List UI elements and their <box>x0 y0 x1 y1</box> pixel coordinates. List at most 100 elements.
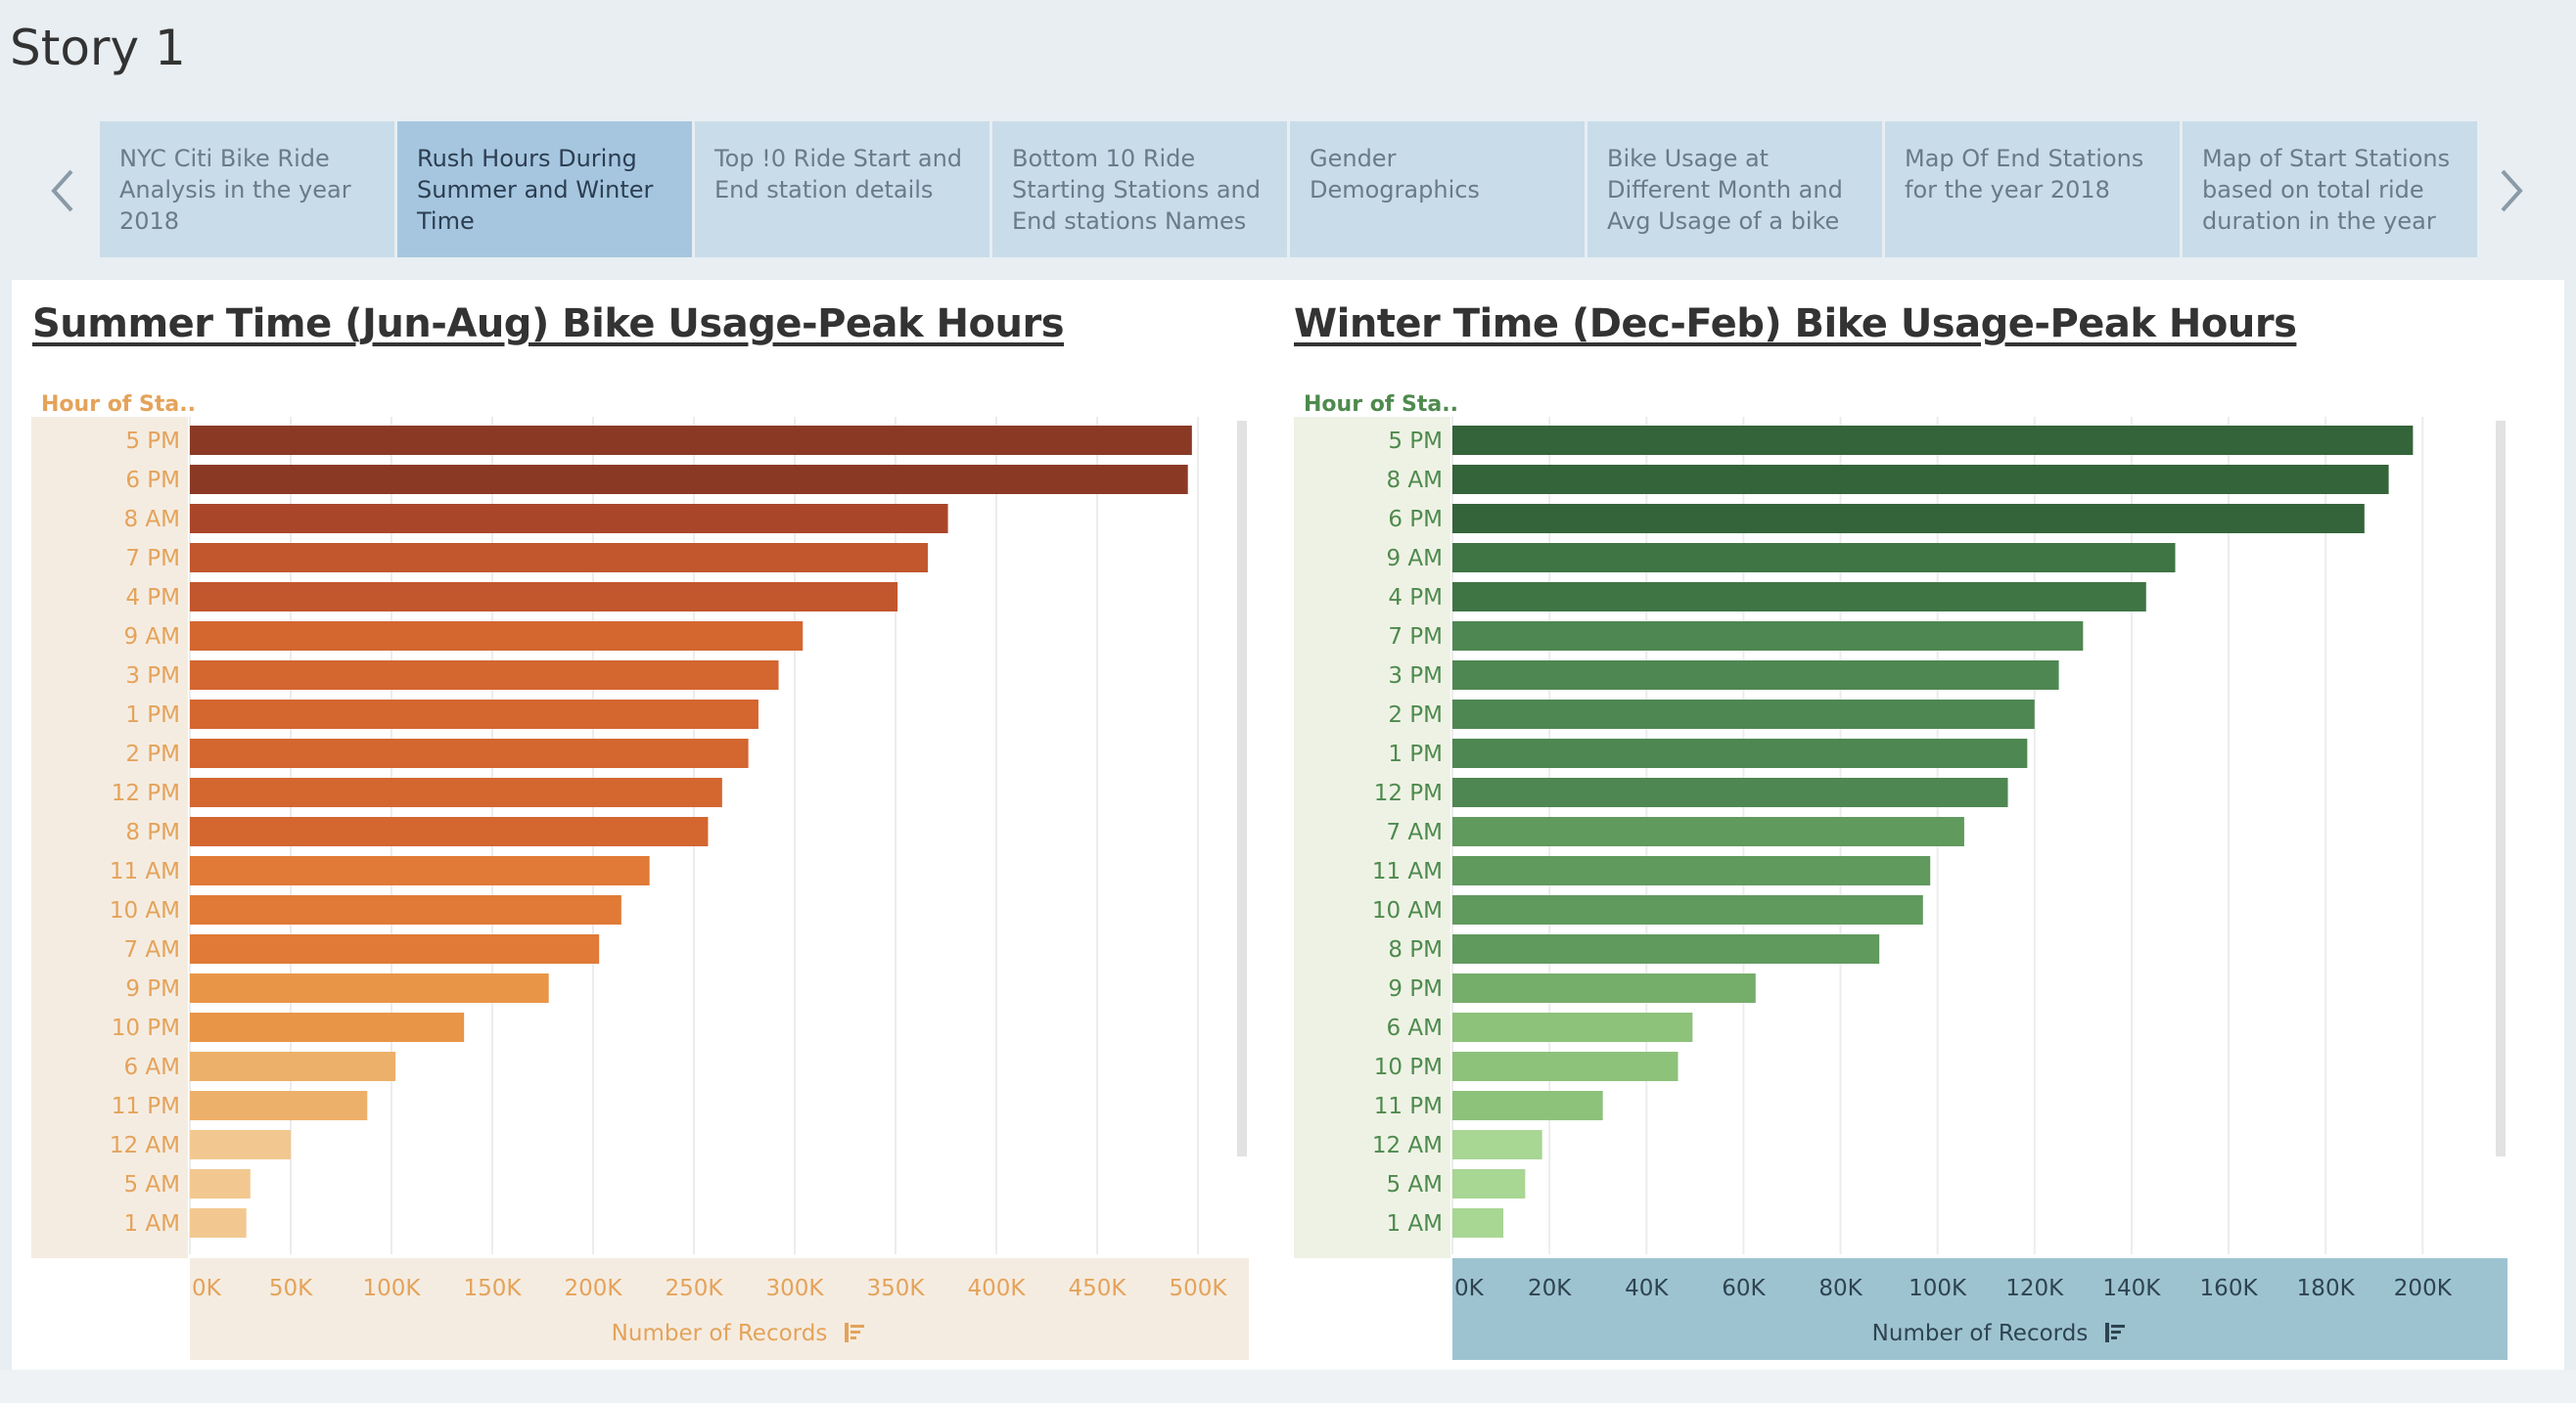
x-tick-label: 160K <box>2200 1276 2259 1301</box>
x-tick-label: 100K <box>1909 1276 1967 1301</box>
scrollbar-track <box>2496 421 2506 1156</box>
x-tick-label: 140K <box>2102 1276 2161 1301</box>
chevron-left-icon[interactable] <box>44 161 83 220</box>
category-label: 10 AM <box>110 898 180 924</box>
story-tab-rush-hours[interactable]: Rush Hours During Summer and Winter Time <box>397 121 692 257</box>
x-tick-label: 80K <box>1818 1276 1863 1301</box>
category-label: 12 PM <box>1374 781 1443 806</box>
bar <box>1452 426 2414 455</box>
category-label: 1 PM <box>1388 742 1443 767</box>
category-label: 4 PM <box>125 585 180 611</box>
category-label: 5 PM <box>125 429 180 454</box>
sort-icon-line <box>851 1336 856 1339</box>
category-label: 8 PM <box>125 820 180 845</box>
x-tick-label: 50K <box>269 1276 313 1301</box>
story-tab-end-stations-map[interactable]: Map Of End Stations for the year 2018 <box>1885 121 2180 257</box>
summer-bar-chart: Hour of Sta.. 5 PM 6 PM 8 AM 7 PM 4 PM 9 AM 3 P… <box>31 392 1249 1360</box>
category-label: 7 PM <box>1388 624 1443 650</box>
bar <box>1452 1013 1693 1042</box>
bar <box>190 1208 247 1238</box>
category-label: 9 AM <box>1386 546 1443 571</box>
category-label: 3 PM <box>125 663 180 689</box>
category-label: 6 PM <box>125 468 180 493</box>
category-label: 9 AM <box>123 624 180 650</box>
sort-icon <box>2105 1323 2125 1342</box>
story-tab-ride-analysis[interactable]: NYC Citi Bike Ride Analysis in the year … <box>100 121 394 257</box>
tab-label: Map Of End Stations for the year 2018 <box>1905 145 2144 204</box>
x-tick-label: 500K <box>1170 1276 1228 1301</box>
category-label: 7 AM <box>123 937 180 963</box>
category-label: 11 PM <box>1374 1094 1443 1119</box>
category-label: 4 PM <box>1388 585 1443 611</box>
chevron-right-icon[interactable] <box>2491 161 2530 220</box>
x-tick-label: 450K <box>1069 1276 1127 1301</box>
bar <box>190 582 898 611</box>
category-label: 12 PM <box>112 781 180 806</box>
bar <box>190 934 600 964</box>
bar <box>190 895 621 925</box>
category-label: 5 AM <box>1386 1172 1443 1198</box>
bar <box>190 1169 251 1199</box>
tab-label: NYC Citi Bike Ride Analysis in the year … <box>119 145 351 235</box>
bar <box>190 700 759 729</box>
category-label: 9 PM <box>1388 976 1443 1002</box>
story-tab-bottom-10-stations[interactable]: Bottom 10 Ride Starting Stations and End… <box>992 121 1287 257</box>
category-label: 8 AM <box>1386 468 1443 493</box>
sort-icon-line <box>851 1331 860 1334</box>
category-label: 3 PM <box>1388 663 1443 689</box>
bar <box>190 504 948 533</box>
category-label: 10 AM <box>1372 898 1443 924</box>
tab-label: Rush Hours During Summer and Winter Time <box>417 145 654 235</box>
bar <box>1452 1130 1542 1159</box>
category-label: 6 AM <box>1386 1016 1443 1041</box>
category-label: 10 PM <box>1374 1055 1443 1080</box>
bar <box>1452 700 2035 729</box>
category-label: 7 PM <box>125 546 180 571</box>
x-tick-label: 300K <box>766 1276 825 1301</box>
bar <box>190 739 749 768</box>
x-tick-label: 20K <box>1528 1276 1572 1301</box>
tab-label: Bike Usage at Different Month and Avg Us… <box>1607 145 1843 235</box>
story-tab-gender[interactable]: Gender Demographics <box>1290 121 1585 257</box>
x-tick-label: 400K <box>968 1276 1027 1301</box>
bar <box>1452 739 2028 768</box>
category-label: 9 PM <box>125 976 180 1002</box>
x-tick-label: 350K <box>867 1276 926 1301</box>
bar <box>190 621 804 651</box>
category-label: 6 AM <box>123 1055 180 1080</box>
story-tabs: NYC Citi Bike Ride Analysis in the year … <box>100 121 2477 257</box>
category-label: 1 PM <box>125 702 180 728</box>
bar <box>1452 934 1880 964</box>
x-tick-label: 250K <box>666 1276 724 1301</box>
bar <box>190 1013 465 1042</box>
bar <box>190 465 1188 494</box>
category-label: 8 AM <box>123 507 180 532</box>
x-tick-label: 40K <box>1625 1276 1669 1301</box>
sort-icon-stem <box>845 1323 849 1342</box>
bar <box>1452 582 2146 611</box>
sort-icon-line <box>2111 1325 2125 1328</box>
tab-label: Top !0 Ride Start and End station detail… <box>714 145 963 204</box>
bar <box>1452 895 1923 925</box>
x-axis-panel <box>1452 1258 2507 1360</box>
summer-chart-title: Summer Time (Jun-Aug) Bike Usage-Peak Ho… <box>32 301 1065 346</box>
category-label: 2 PM <box>125 742 180 767</box>
category-label: 5 PM <box>1388 429 1443 454</box>
x-axis-title: Number of Records <box>1872 1321 2089 1346</box>
bar <box>1452 817 1964 846</box>
category-label: 11 AM <box>1372 859 1443 884</box>
category-label: 11 PM <box>112 1094 180 1119</box>
story-tab-start-stations-map[interactable]: Map of Start Stations based on total rid… <box>2183 121 2477 257</box>
row-label-panel <box>1294 417 1450 1258</box>
category-label: 1 AM <box>1386 1211 1443 1237</box>
bar <box>1452 465 2389 494</box>
x-tick-label: 200K <box>2394 1276 2453 1301</box>
story-tab-monthly-usage[interactable]: Bike Usage at Different Month and Avg Us… <box>1587 121 1882 257</box>
bar <box>190 1130 291 1159</box>
bar <box>190 778 722 807</box>
x-tick-label: 200K <box>565 1276 623 1301</box>
bar <box>190 660 779 690</box>
bar <box>1452 856 1931 885</box>
category-label: 7 AM <box>1386 820 1443 845</box>
story-tab-top-10-stations[interactable]: Top !0 Ride Start and End station detail… <box>695 121 989 257</box>
